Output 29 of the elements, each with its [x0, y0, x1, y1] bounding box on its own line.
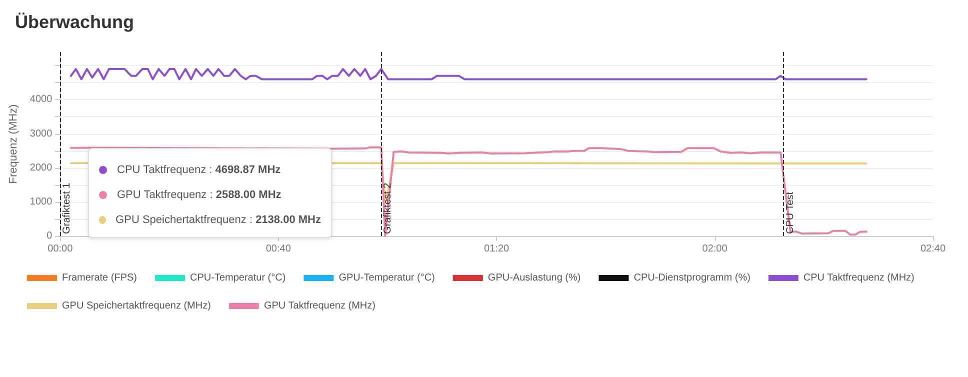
legend-label: CPU-Temperatur (°C): [190, 272, 286, 284]
x-tick-label: 02:00: [702, 244, 728, 254]
legend-label: GPU-Auslastung (%): [488, 272, 581, 284]
y-tick-label: 2000: [30, 162, 53, 174]
line-series: [70, 68, 868, 80]
legend-label: GPU-Temperatur (°C): [338, 272, 435, 284]
x-tick-label: 00:40: [266, 244, 292, 254]
legend-label: CPU Taktfrequenz (MHz): [803, 272, 914, 284]
x-tick-label: 00:00: [48, 244, 74, 254]
line-series: [70, 146, 868, 237]
y-tick-label: 1000: [30, 196, 53, 208]
annotation: GPU Taktfrequenz : 2588.00 MHz: [117, 188, 282, 200]
chart-title: Überwachung: [15, 12, 134, 32]
annotation: GPU Speichertaktfrequenz : 2138.00 MHz: [116, 214, 321, 226]
legend-label: GPU Speichertaktfrequenz (MHz): [62, 300, 211, 312]
y-tick-label: 4000: [30, 94, 53, 106]
y-axis-title: Frequenz (MHz): [8, 104, 20, 184]
y-tick-label: 3000: [30, 128, 53, 140]
annotation: CPU Taktfrequenz : 4698.87 MHz: [117, 164, 281, 176]
tooltip-box: CPU Taktfrequenz : 4698.87 MHz GPU Taktfrequenz : 2588.00 MHz GPU Speichertaktfrequenz : 2138.00 MHz: [88, 148, 332, 238]
legend-label: GPU Taktfrequenz (MHz): [264, 300, 376, 312]
ref-line-label: Grafiktest 1: [62, 182, 73, 234]
x-tick-label: 01:20: [484, 244, 510, 254]
ref-line-label: CPU Test: [785, 192, 796, 234]
legend-label: Framerate (FPS): [62, 272, 138, 284]
x-tick-label: 02:40: [920, 244, 946, 254]
y-tick-label: 0: [46, 230, 53, 242]
legend-label: CPU-Dienstprogramm (%): [634, 272, 750, 284]
ref-line-label: Grafiktest 2: [382, 182, 394, 234]
